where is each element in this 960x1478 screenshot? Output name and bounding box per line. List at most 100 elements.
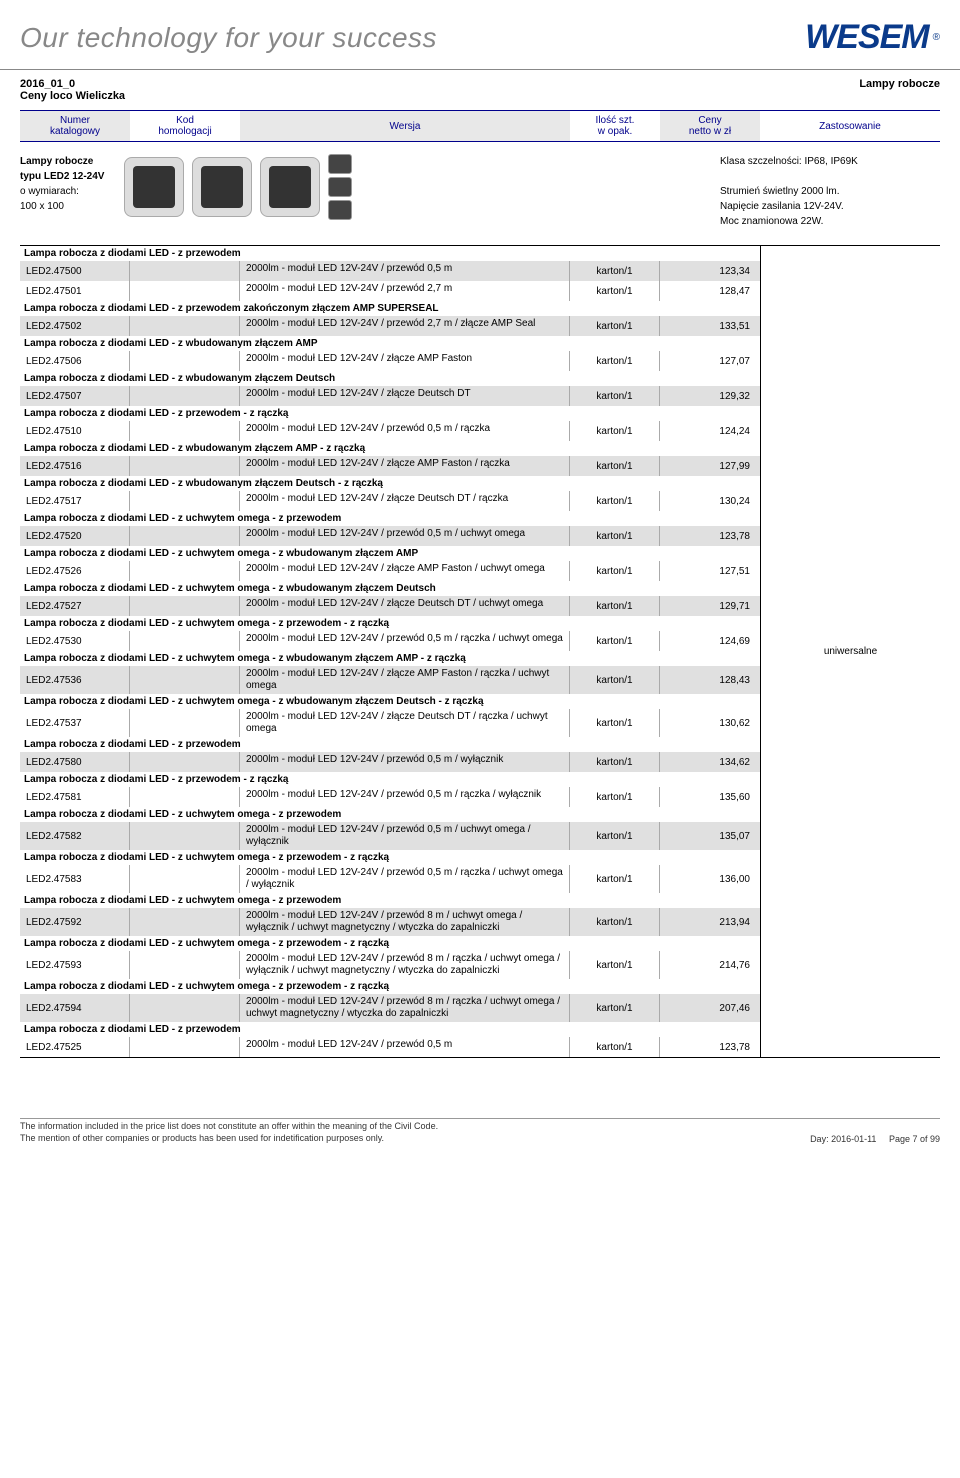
cell-packaging: karton/1 [570, 281, 660, 301]
cell-packaging: karton/1 [570, 526, 660, 546]
cell-code: LED2.47527 [20, 596, 130, 616]
cell-code: LED2.47516 [20, 456, 130, 476]
page-footer: The information included in the price li… [20, 1118, 940, 1144]
cell-packaging: karton/1 [570, 787, 660, 807]
cell-version: 2000lm - moduł LED 12V-24V / przewód 2,7… [240, 281, 570, 301]
table-row: LED2.47583 2000lm - moduł LED 12V-24V / p… [20, 865, 760, 893]
cell-homologation [130, 951, 240, 979]
cell-price: 127,07 [660, 351, 760, 371]
cell-version: 2000lm - moduł LED 12V-24V / złącze Deut… [240, 386, 570, 406]
cell-packaging: karton/1 [570, 351, 660, 371]
cell-version: 2000lm - moduł LED 12V-24V / przewód 0,5… [240, 631, 570, 651]
section-title: Lampa robocza z diodami LED - z przewode… [20, 406, 760, 421]
cell-price: 128,43 [660, 666, 760, 694]
cell-price: 123,78 [660, 1037, 760, 1057]
cell-packaging: karton/1 [570, 631, 660, 651]
cell-code: LED2.47582 [20, 822, 130, 850]
cell-version: 2000lm - moduł LED 12V-24V / przewód 8 m… [240, 994, 570, 1022]
doc-category: Lampy robocze [859, 78, 940, 102]
cell-packaging: karton/1 [570, 908, 660, 936]
table-row: LED2.47507 2000lm - moduł LED 12V-24V / z… [20, 386, 760, 406]
application-column: uniwersalne [760, 246, 940, 1057]
cell-code: LED2.47507 [20, 386, 130, 406]
table-row: LED2.475372000lm - moduł LED 12V-24V / z… [20, 709, 760, 737]
col-header-ceny: Ceny netto w zł [660, 110, 760, 142]
col-header-zast: Zastosowanie [760, 110, 940, 142]
product-specs: Klasa szczelności: IP68, IP69K Strumień … [720, 154, 940, 229]
cell-homologation [130, 631, 240, 651]
table-row: LED2.475362000lm - moduł LED 12V-24V / z… [20, 666, 760, 694]
cell-version: 2000lm - moduł LED 12V-24V / przewód 0,5… [240, 822, 570, 850]
cell-version: 2000lm - moduł LED 12V-24V / przewód 0,5… [240, 865, 570, 893]
section-title: Lampa robocza z diodami LED - z uchwytem… [20, 546, 760, 561]
cell-homologation [130, 561, 240, 581]
product-dim: 100 x 100 [20, 199, 104, 214]
cell-code: LED2.47526 [20, 561, 130, 581]
cell-homologation [130, 261, 240, 281]
section-title: Lampa robocza z diodami LED - z przewode… [20, 301, 760, 316]
table-row: LED2.475172000lm - moduł LED 12V-24V / z… [20, 491, 760, 511]
cell-packaging: karton/1 [570, 865, 660, 893]
cell-homologation [130, 526, 240, 546]
cell-packaging: karton/1 [570, 1037, 660, 1057]
cell-version: 2000lm - moduł LED 12V-24V / przewód 0,5… [240, 752, 570, 772]
cell-homologation [130, 709, 240, 737]
cell-code: LED2.47580 [20, 752, 130, 772]
table-row: LED2.47530 2000lm - moduł LED 12V-24V / p… [20, 631, 760, 651]
cell-code: LED2.47501 [20, 281, 130, 301]
section-title: Lampa robocza z diodami LED - z uchwytem… [20, 581, 760, 596]
cell-code: LED2.47594 [20, 994, 130, 1022]
table-row: LED2.47516 2000lm - moduł LED 12V-24V / z… [20, 456, 760, 476]
doc-header: 2016_01_0 Ceny loco Wieliczka Lampy robo… [20, 78, 940, 102]
cell-code: LED2.47583 [20, 865, 130, 893]
cell-homologation [130, 865, 240, 893]
banner: Our technology for your success WESEM ® [0, 0, 960, 70]
section-title: Lampa robocza z diodami LED - z uchwytem… [20, 651, 760, 666]
col-header-numer: Numer katalogowy [20, 110, 130, 142]
section-title: Lampa robocza z diodami LED - z uchwytem… [20, 616, 760, 631]
section-title: Lampa robocza z diodami LED - z uchwytem… [20, 850, 760, 865]
cell-code: LED2.47525 [20, 1037, 130, 1057]
cell-code: LED2.47593 [20, 951, 130, 979]
cell-price: 130,24 [660, 491, 760, 511]
cell-homologation [130, 386, 240, 406]
cell-code: LED2.47592 [20, 908, 130, 936]
spec-power: Moc znamionowa 22W. [720, 214, 940, 229]
cell-version: 2000lm - moduł LED 12V-24V / złącze AMP … [240, 561, 570, 581]
cell-code: LED2.47520 [20, 526, 130, 546]
cell-homologation [130, 596, 240, 616]
cell-homologation [130, 491, 240, 511]
cell-packaging: karton/1 [570, 951, 660, 979]
cell-version: 2000lm - moduł LED 12V-24V / przewód 8 m… [240, 908, 570, 936]
cell-price: 133,51 [660, 316, 760, 336]
cell-code: LED2.47530 [20, 631, 130, 651]
logo: WESEM ® [805, 18, 940, 57]
spec-lumen: Strumień świetlny 2000 lm. [720, 184, 940, 199]
cell-version: 2000lm - moduł LED 12V-24V / złącze AMP … [240, 456, 570, 476]
logo-text: WESEM [805, 18, 928, 57]
cell-price: 124,24 [660, 421, 760, 441]
section-title: Lampa robocza z diodami LED - z uchwytem… [20, 511, 760, 526]
cell-code: LED2.47500 [20, 261, 130, 281]
product-block: Lampy robocze typu LED2 12-24V o wymiara… [20, 154, 940, 229]
connector-icon [328, 200, 352, 220]
spec-voltage: Napięcie zasilania 12V-24V. [720, 199, 940, 214]
cell-price: 129,32 [660, 386, 760, 406]
cell-homologation [130, 456, 240, 476]
cell-homologation [130, 281, 240, 301]
cell-packaging: karton/1 [570, 994, 660, 1022]
cell-code: LED2.47510 [20, 421, 130, 441]
table-row: LED2.475102000lm - moduł LED 12V-24V / p… [20, 421, 760, 441]
application-text: uniwersalne [824, 646, 877, 657]
section-title: Lampa robocza z diodami LED - z wbudowan… [20, 336, 760, 351]
section-title: Lampa robocza z diodami LED - z uchwytem… [20, 979, 760, 994]
section-title: Lampa robocza z diodami LED - z uchwytem… [20, 893, 760, 908]
footer-date: Day: 2016-01-11 [810, 1134, 876, 1144]
table-row: LED2.475022000lm - moduł LED 12V-24V / p… [20, 316, 760, 336]
cell-homologation [130, 351, 240, 371]
section-title: Lampa robocza z diodami LED - z przewode… [20, 1022, 760, 1037]
cell-version: 2000lm - moduł LED 12V-24V / złącze AMP … [240, 666, 570, 694]
cell-price: 134,62 [660, 752, 760, 772]
cell-price: 214,76 [660, 951, 760, 979]
cell-code: LED2.47537 [20, 709, 130, 737]
